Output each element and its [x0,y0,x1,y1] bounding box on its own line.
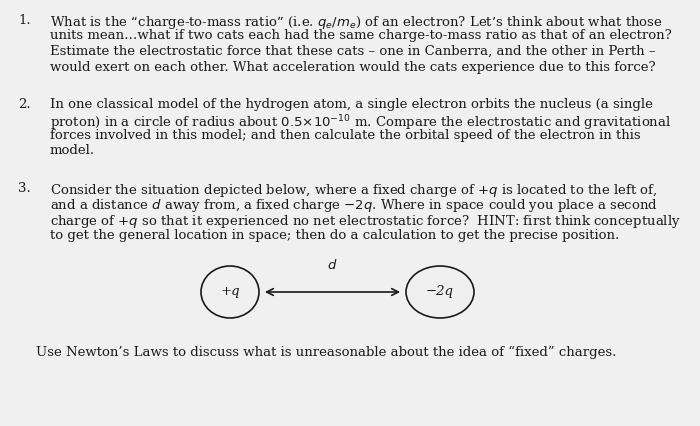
Text: Use Newton’s Laws to discuss what is unreasonable about the idea of “fixed” char: Use Newton’s Laws to discuss what is unr… [36,346,617,359]
Text: 2.: 2. [18,98,31,111]
Text: 1.: 1. [18,14,31,27]
Text: Consider the situation depicted below, where a fixed charge of $+q$ is located t: Consider the situation depicted below, w… [50,182,657,199]
Text: Estimate the electrostatic force that these cats – one in Canberra, and the othe: Estimate the electrostatic force that th… [50,45,655,58]
Text: 3.: 3. [18,182,31,195]
Text: In one classical model of the hydrogen atom, a single electron orbits the nucleu: In one classical model of the hydrogen a… [50,98,653,111]
Text: and a distance $d$ away from, a fixed charge $-2q$. Where in space could you pla: and a distance $d$ away from, a fixed ch… [50,198,658,215]
Text: charge of $+q$ so that it experienced no net electrostatic force?  HINT: first t: charge of $+q$ so that it experienced no… [50,213,681,230]
Text: to get the general location in space; then do a calculation to get the precise p: to get the general location in space; th… [50,228,620,242]
Text: model.: model. [50,144,95,158]
Text: proton) in a circle of radius about $0.5{\times}10^{-10}$ m. Compare the electro: proton) in a circle of radius about $0.5… [50,113,671,133]
Text: units mean…what if two cats each had the same charge-to-mass ratio as that of an: units mean…what if two cats each had the… [50,29,672,43]
Text: +q: +q [220,285,240,299]
Text: What is the “charge-to-mass ratio” (i.e. $q_e/m_e$) of an electron? Let’s think : What is the “charge-to-mass ratio” (i.e.… [50,14,663,31]
Text: would exert on each other. What acceleration would the cats experience due to th: would exert on each other. What accelera… [50,60,656,74]
Text: $d$: $d$ [328,258,337,272]
Text: forces involved in this model; and then calculate the orbital speed of the elect: forces involved in this model; and then … [50,129,641,142]
Text: −2q: −2q [426,285,454,299]
